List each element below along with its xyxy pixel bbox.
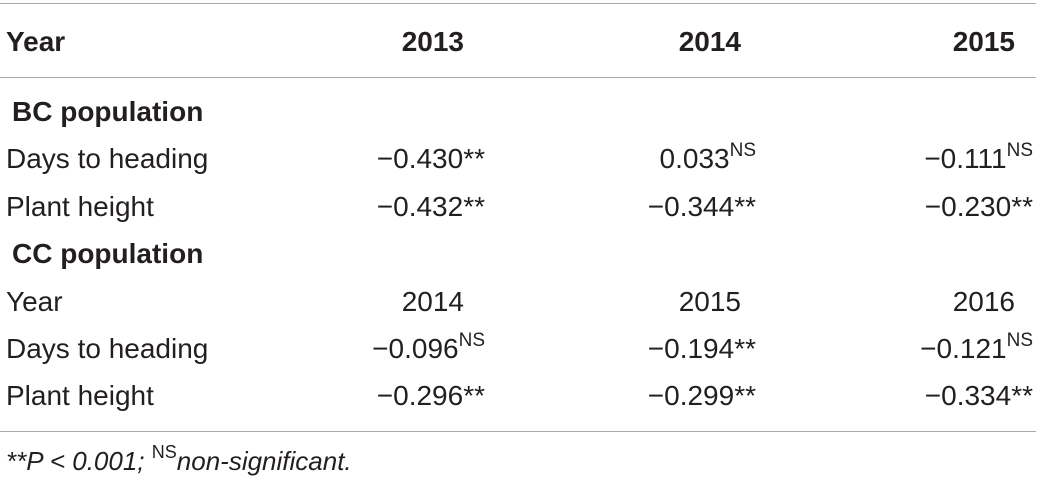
table-cell: −0.296** (376, 380, 485, 411)
table-cell: −0.344** (647, 191, 756, 222)
header-rule (0, 77, 1036, 78)
table-cell: −0.299** (647, 380, 756, 411)
table-cell: 2015 (678, 286, 741, 317)
table-cell: −0.194** (647, 333, 756, 364)
table-cell: −0.096NS (372, 329, 485, 364)
header-year-2014: 2014 (678, 26, 741, 57)
top-rule (0, 3, 1036, 4)
table-cell: −0.432** (376, 191, 485, 222)
table-cell: 2016 (952, 286, 1015, 317)
header-year-2015: 2015 (952, 26, 1015, 57)
row-label: Plant height (6, 191, 154, 222)
header-year-2013: 2013 (401, 26, 464, 57)
row-label: Year (6, 286, 63, 317)
table-cell: 0.033NS (659, 139, 756, 174)
row-label: Days to heading (6, 143, 209, 174)
table-cell: −0.334** (924, 380, 1033, 411)
table-cell: −0.230** (924, 191, 1033, 222)
row-label: Plant height (6, 380, 154, 411)
table-cell: −0.111NS (924, 139, 1033, 174)
header-year-label: Year (6, 26, 66, 57)
section-title-cc: CC population (12, 238, 204, 269)
table-cell: −0.121NS (920, 329, 1033, 364)
table-cell: 2014 (401, 286, 464, 317)
table-footnote: **P < 0.001; NSnon-significant. (6, 442, 352, 476)
section-title-bc: BC population (12, 96, 204, 127)
table-cell: −0.430** (376, 143, 485, 174)
row-label: Days to heading (6, 333, 209, 364)
bottom-rule (0, 431, 1036, 432)
